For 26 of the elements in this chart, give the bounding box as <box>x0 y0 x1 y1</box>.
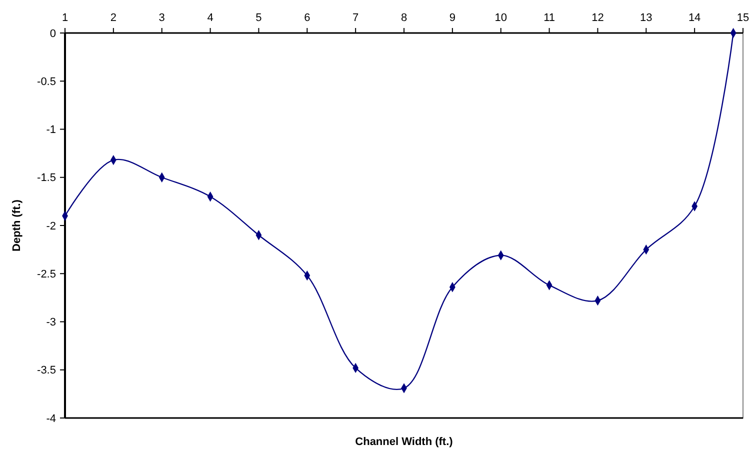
y-tick-label: -2.5 <box>37 268 56 280</box>
x-tick-label: 6 <box>304 12 310 24</box>
x-tick-label: 9 <box>449 12 456 24</box>
y-tick-label: -3.5 <box>37 364 56 377</box>
y-tick-label: -2 <box>46 220 56 232</box>
x-tick-label: 13 <box>640 12 652 24</box>
x-tick-label: 5 <box>256 12 262 24</box>
x-tick-label: 1 <box>62 12 68 24</box>
y-tick-label: -4 <box>46 412 56 425</box>
x-tick-label: 14 <box>688 12 701 24</box>
x-tick-label: 3 <box>158 12 165 24</box>
x-tick-label: 8 <box>400 12 408 24</box>
x-tick-label: 15 <box>736 12 750 24</box>
y-tick-label: 0 <box>50 28 56 40</box>
x-tick-label: 12 <box>592 12 604 24</box>
x-axis-title: Channel Width (ft.) <box>355 436 454 448</box>
x-tick-label: 10 <box>494 12 507 24</box>
x-tick-label: 4 <box>207 12 214 24</box>
x-tick-label: 2 <box>110 12 116 24</box>
y-tick-label: -0.5 <box>37 76 56 88</box>
y-tick-label: -3 <box>46 316 56 329</box>
y-tick-label: -1 <box>46 124 56 136</box>
y-tick-label: -1.5 <box>37 172 56 184</box>
y-axis-title: Depth (ft.) <box>11 199 23 252</box>
x-tick-label: 7 <box>352 12 359 24</box>
x-tick-label: 11 <box>544 12 555 24</box>
